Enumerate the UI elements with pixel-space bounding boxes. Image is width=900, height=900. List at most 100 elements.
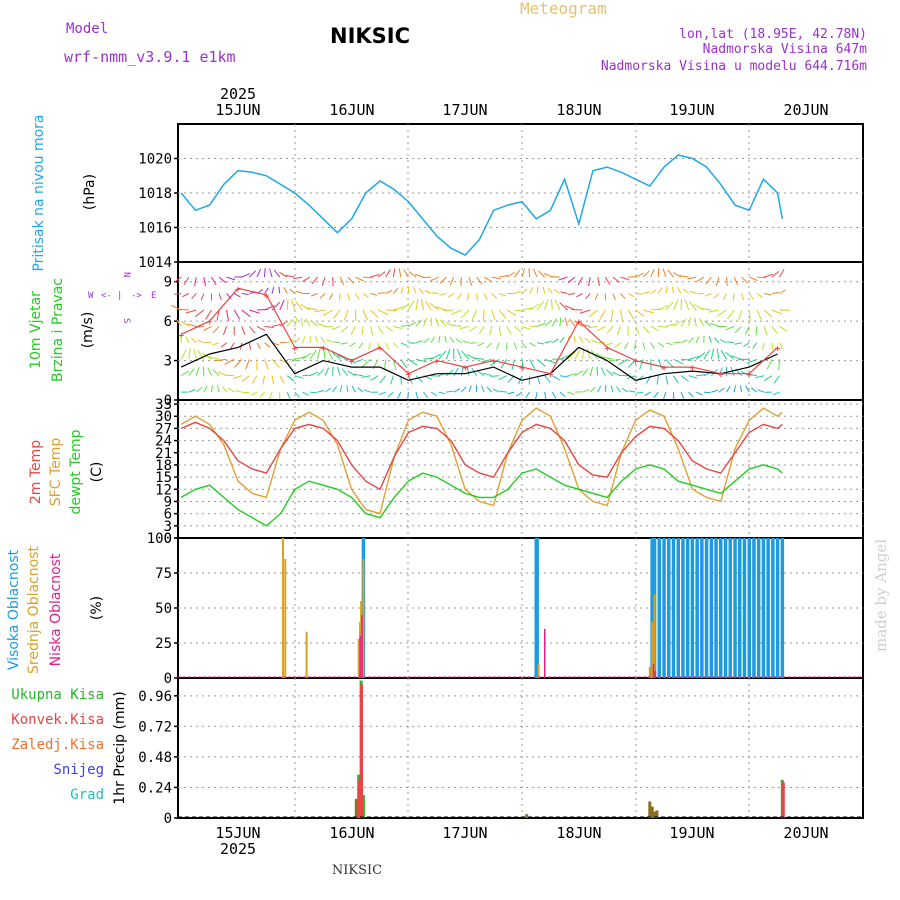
wind-arrow <box>294 337 301 344</box>
wind-arrow <box>392 268 396 278</box>
wind-arrow <box>560 291 568 294</box>
wind-arrow <box>286 339 294 344</box>
wind-arrow <box>415 299 419 311</box>
wind-arrow <box>720 338 727 344</box>
wind-arrow <box>722 293 727 301</box>
day-label-bottom: 16JUN <box>329 824 374 842</box>
wind-arrow <box>423 391 429 399</box>
cloud-bar <box>305 631 308 678</box>
temp-unit: (C) <box>89 462 105 483</box>
cloud-bar <box>681 538 685 678</box>
wind-label-1: 10m Vjetar <box>28 291 44 369</box>
y-tick-label: 25 <box>155 636 172 652</box>
wind-arrow <box>708 336 712 343</box>
wind-panel: 0 3 6 9 + + + + + + + + + + + + + + + + + + + + + + <box>164 268 863 409</box>
wind-arrow <box>423 338 430 344</box>
wind-arrow <box>597 325 606 332</box>
gust-marker: + <box>263 291 269 302</box>
wind-arrow <box>571 309 583 311</box>
day-label-top: 18JUN <box>556 101 601 119</box>
wind-arrow <box>680 358 693 361</box>
wind-arrow <box>173 276 182 283</box>
gust-marker: + <box>633 357 639 368</box>
year-top: 2025 <box>220 85 256 103</box>
precip-bar <box>648 801 652 818</box>
wind-arrow <box>635 293 643 295</box>
gust-marker: + <box>689 363 695 374</box>
wind-arrow <box>779 342 784 350</box>
wind-arrow <box>363 389 371 393</box>
y-tick-label: 0 <box>164 531 172 547</box>
wind-arrow <box>256 268 262 278</box>
wind-arrow <box>435 306 447 311</box>
wind-arrow <box>241 309 251 318</box>
wind-arrow <box>400 302 410 311</box>
wind-arrow <box>574 349 581 360</box>
wind-arrow <box>726 385 731 393</box>
wind-arrow <box>650 289 657 294</box>
wind-arrow <box>473 357 485 360</box>
cloud-bar <box>761 538 766 678</box>
dewpt-line <box>180 464 783 527</box>
wind-arrow <box>430 336 436 344</box>
wind-arrow <box>627 293 635 298</box>
wind-arrow <box>673 375 679 384</box>
precip-bar <box>360 684 363 818</box>
wind-arrow <box>559 375 569 378</box>
precip-bar <box>357 779 361 818</box>
year-bottom: 2025 <box>220 840 256 858</box>
wind-arrow <box>766 359 773 370</box>
wind-arrow <box>667 269 674 278</box>
gust-marker: + <box>178 330 184 341</box>
temp-label-3: dewpt Temp <box>68 429 84 514</box>
elevation-text: Nadmorska Visina 647m <box>703 42 868 57</box>
wind-arrow <box>616 326 621 336</box>
cloud-bar <box>357 638 360 678</box>
wind-arrow <box>264 268 266 278</box>
wind-arrow <box>610 385 614 393</box>
wind-arrow <box>713 293 720 299</box>
station-title: NIKSIC <box>330 24 410 48</box>
wind-arrow <box>341 368 349 377</box>
wind-arrow <box>673 320 681 327</box>
wind-arrow <box>544 340 552 344</box>
wind-arrow <box>452 324 462 327</box>
y-tick-label: 0.96 <box>138 689 172 705</box>
day-label-bottom: 18JUN <box>556 824 601 842</box>
wind-arrow <box>673 299 679 311</box>
wind-arrow <box>362 293 369 298</box>
wind-arrow <box>673 358 684 365</box>
wind-arrow <box>220 342 227 348</box>
wind-arrow <box>567 373 577 377</box>
wind-arrow <box>262 375 265 385</box>
wind-arrow <box>466 293 470 301</box>
wind-arrow <box>324 367 330 376</box>
wind-arrow <box>491 309 496 321</box>
cloud-bar <box>752 538 756 678</box>
wind-arrow <box>553 289 561 294</box>
wind-arrow <box>228 387 235 393</box>
wind-arrow <box>747 373 757 377</box>
wind-arrow <box>689 290 697 294</box>
wind-arrow <box>490 375 500 377</box>
wind-arrow <box>606 342 614 346</box>
wind-arrow <box>294 375 304 379</box>
wind-arrow <box>400 324 410 327</box>
wind-arrow <box>476 276 483 285</box>
cloud-bar <box>648 666 651 678</box>
wind-arrow <box>653 391 659 398</box>
wind-arrow <box>559 336 565 344</box>
wind-arrow <box>537 270 546 278</box>
wind-arrow <box>322 309 333 317</box>
gust-marker: + <box>661 363 667 374</box>
cloud-bar <box>685 538 690 678</box>
wind-arrow <box>514 269 521 278</box>
wind-arrow <box>361 326 364 336</box>
wind-arrow <box>181 320 190 327</box>
legend-total-rain: Ukupna Kisa <box>11 687 104 703</box>
wind-arrow <box>377 326 384 335</box>
wind-arrow <box>430 391 438 397</box>
y-tick-label: 0 <box>164 393 172 409</box>
wind-arrow <box>175 318 182 327</box>
wind-arrow <box>705 276 712 285</box>
